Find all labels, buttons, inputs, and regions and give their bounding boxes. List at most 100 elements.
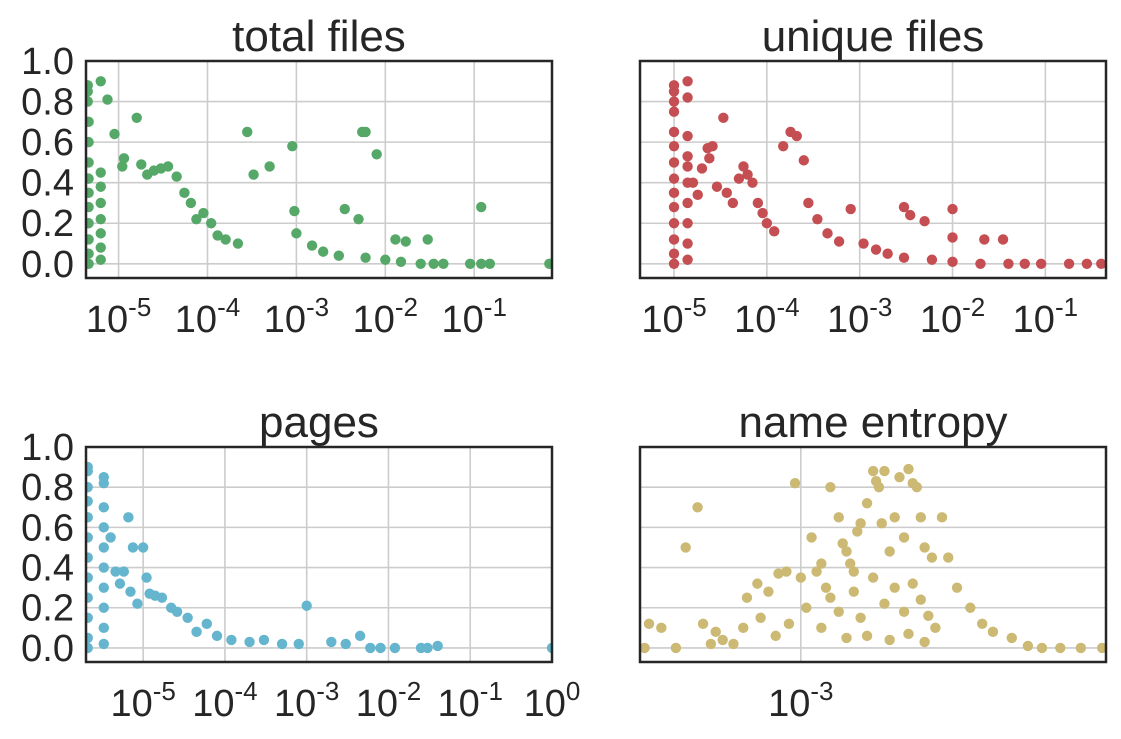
scatter-point [668, 248, 680, 259]
x-tick-label: 10-1 [442, 292, 507, 341]
scatter-point [738, 622, 749, 634]
scatter-point [926, 254, 938, 265]
scatter-point [476, 258, 487, 270]
scatter-point [86, 187, 94, 199]
scatter-point [965, 602, 976, 613]
scatter-point [911, 481, 923, 493]
scatter-point [1096, 642, 1106, 654]
scatter-point [86, 465, 93, 477]
scatter-point [656, 622, 667, 634]
scatter-point [801, 602, 812, 613]
scatter-point [232, 238, 244, 249]
scatter-point [422, 234, 433, 245]
scatter-point [191, 626, 202, 638]
scatter-point [947, 256, 958, 267]
scatter-point [141, 572, 152, 583]
scatter-point [86, 173, 94, 184]
scatter-point [855, 518, 866, 529]
scatter-point [845, 558, 856, 569]
subplot-title: name entropy [738, 398, 1007, 447]
scatter-point [755, 612, 766, 623]
scatter-point [682, 76, 693, 87]
subplot-pages: pages 0.00.20.40.60.81.0 10-5 10-4 10-3 10-2… [21, 398, 580, 725]
scatter-point [884, 546, 895, 557]
scatter-point [682, 218, 693, 229]
scatter-point [903, 463, 914, 475]
scatter-point [812, 213, 823, 225]
scatter-point [919, 542, 930, 553]
scatter-point [738, 161, 749, 172]
scatter-point [432, 640, 443, 652]
scatter-point [415, 258, 426, 270]
scatter-point [86, 642, 93, 654]
scatter-point [86, 512, 93, 523]
scatter-point [127, 542, 139, 553]
scatter-point [825, 592, 836, 603]
scatter-point [546, 642, 552, 654]
scatter-point [682, 238, 693, 249]
scatter-point [226, 634, 237, 646]
scatter-point [848, 586, 859, 597]
scatter-point [816, 558, 827, 569]
scatter-point [95, 76, 106, 87]
scatter-point [354, 630, 366, 642]
scatter-point [191, 213, 202, 225]
scatter-point [179, 187, 190, 199]
scatter-point [86, 234, 94, 245]
x-tick-label: 10-5 [641, 292, 706, 341]
subplot-title: pages [259, 398, 379, 447]
scatter-point [242, 126, 253, 138]
scatter-point [95, 242, 106, 253]
scatter-point [687, 177, 699, 188]
scatter-point [742, 169, 753, 180]
scatter-point [86, 201, 94, 213]
scatter-point [682, 130, 693, 142]
scatter-point [171, 606, 183, 617]
scatter-point [867, 572, 879, 583]
scatter-point [781, 566, 792, 577]
scatter-point [919, 636, 930, 648]
scatter-point [668, 157, 680, 168]
scatter-point [841, 632, 852, 644]
scatter-point [211, 630, 223, 642]
scatter-point [987, 626, 999, 638]
scatter-point [95, 254, 106, 265]
y-tick-label: 0.6 [21, 507, 74, 549]
scatter-point [360, 252, 371, 263]
scatter-point [898, 252, 910, 263]
scatter-point [668, 140, 680, 152]
scatter-point [105, 532, 116, 543]
x-tick-label: 10-4 [175, 292, 240, 341]
scatter-point [741, 592, 753, 603]
scatter-point [668, 173, 680, 184]
y-tick-label: 0.2 [21, 203, 74, 245]
subplot-title: total files [232, 12, 406, 61]
scatter-point [705, 638, 717, 650]
scatter-point [326, 636, 337, 648]
scatter-point [86, 632, 93, 644]
x-tick-label: 10-1 [438, 676, 503, 725]
y-tick-label: 0.0 [21, 244, 74, 286]
scatter-point [898, 606, 910, 617]
scatter-point [118, 566, 130, 577]
scatter-point [757, 207, 768, 219]
scatter-point [98, 602, 109, 613]
scatter-series [640, 463, 1106, 654]
scatter-point [98, 622, 109, 634]
scatter-point [185, 197, 197, 209]
axes-frame [84, 445, 554, 664]
scatter-point [820, 582, 832, 593]
scatter-point [936, 512, 948, 523]
x-tick-label: 10-4 [734, 292, 799, 341]
scatter-point [1063, 258, 1075, 270]
scatter-point [156, 592, 168, 603]
scatter-point [102, 94, 113, 105]
x-tick-label: 10-3 [768, 676, 833, 725]
scatter-point [1019, 258, 1030, 270]
scatter-point [873, 481, 885, 493]
x-tick-label: 10-5 [86, 292, 151, 341]
scatter-point [778, 140, 789, 152]
scatter-point [86, 136, 94, 148]
scatter-point [484, 258, 496, 270]
scatter-point [375, 642, 386, 654]
